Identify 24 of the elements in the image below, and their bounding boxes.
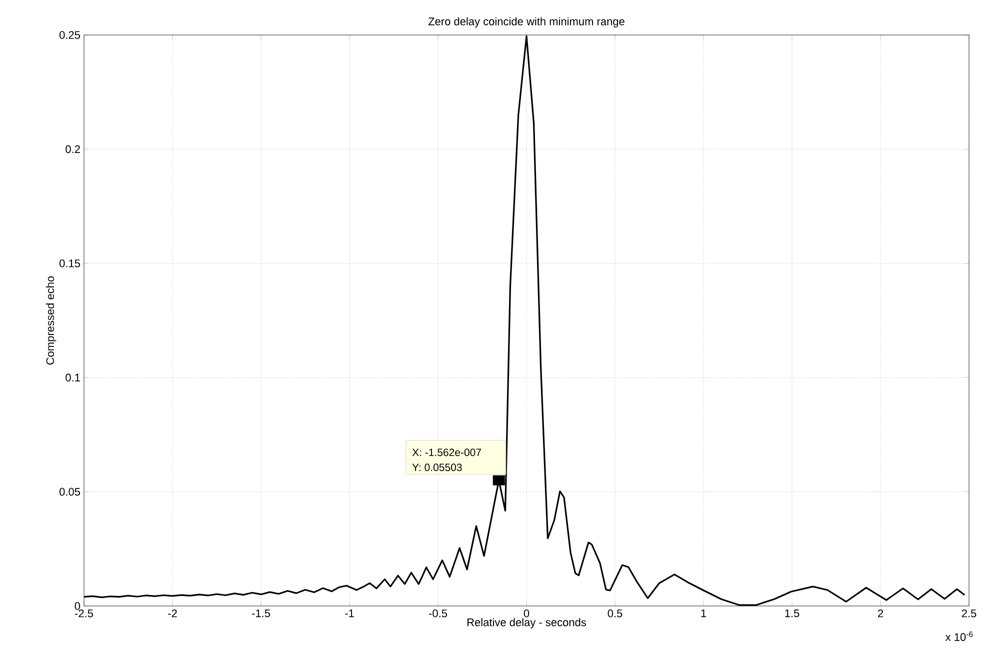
chart-title: Zero delay coincide with minimum range [428,17,624,28]
y-tick-label: 0.2 [66,145,80,154]
x-tick-label: -2.5 [75,610,94,618]
y-tick-label: 0.25 [60,31,80,39]
text: x 10$^{-6}$ [945,632,973,641]
y-tick-label: 0.1 [66,374,80,382]
x-tick-label: 0 [524,610,530,618]
x-tick-label: 0.5 [608,610,622,618]
x-tick-label: 2.5 [962,610,976,618]
x-tick-label: -1 [345,610,354,618]
x-tick-label: 1.5 [785,610,800,618]
x-tick-label: 1 [701,610,706,618]
x-tick-label: -2 [168,610,177,618]
y-tick-label: 0 [74,602,80,610]
annotation: Y: 0.05503 [412,464,462,472]
x-axis-title: Relative delay - seconds [467,618,586,628]
line-series [83,35,966,606]
y-tick-label: 0.05 [60,488,80,496]
y-axis-title: Compressed echo [46,276,56,365]
annotation: X: -1.562e-007 [412,448,481,456]
x-tick-label: -1.5 [252,610,270,618]
x-tick-label: -0.5 [429,610,448,618]
x-tick-label: 2 [878,610,884,618]
y-tick-label: 0.15 [60,259,80,268]
